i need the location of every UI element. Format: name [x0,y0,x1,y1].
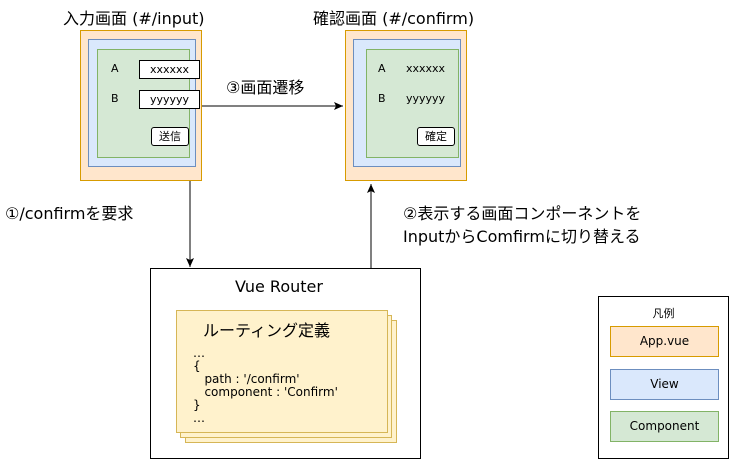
confirm-screen-title: 確認画面 (#/confirm) [313,9,475,28]
field-a-label: A [111,62,119,75]
input-view: A xxxxxx B yyyyyy 送信 [88,39,200,167]
confirm-button[interactable]: 確定 [417,127,455,146]
step1-label: ①/confirmを要求 [5,204,134,223]
legend-component: Component [610,411,719,442]
step3-label: ③画面遷移 [226,78,305,97]
confirm-b-value: yyyyyy [406,92,446,105]
input-component: A xxxxxx B yyyyyy 送信 [97,49,200,158]
legend-app-vue: App.vue [610,326,719,357]
input-screen-title: 入力画面 (#/input) [63,9,205,28]
legend-title: 凡例 [652,307,675,320]
routing-sheet-front: ルーティング定義 … { path : '/confirm' component… [176,310,388,433]
confirm-app-container: A xxxxxx B yyyyyy 確定 [345,30,467,181]
legend-view: View [610,369,719,400]
confirm-view: A xxxxxx B yyyyyy 確定 [353,39,461,167]
field-b-input[interactable]: yyyyyy [139,90,200,109]
confirm-a-value: xxxxxx [406,62,446,75]
submit-button[interactable]: 送信 [151,127,189,146]
input-app-container: A xxxxxx B yyyyyy 送信 [80,30,202,181]
field-b-label: B [111,92,119,105]
field-a-input[interactable]: xxxxxx [139,60,200,79]
step2-label-line2: InputからComfirmに切り替える [403,227,641,246]
vue-router-box: Vue Router ルーティング定義 … { path : '/confirm… [150,268,421,459]
routing-definition-title: ルーティング定義 [203,321,331,340]
confirm-component: A xxxxxx B yyyyyy 確定 [366,49,459,158]
vue-router-title: Vue Router [235,277,323,296]
confirm-a-label: A [378,62,386,75]
confirm-b-label: B [378,92,386,105]
step2-label-line1: ②表示する画面コンポーネントを [403,204,642,223]
legend-box: 凡例 App.vue View Component [598,296,729,459]
routing-code: … { path : '/confirm' component : 'Confi… [193,346,338,425]
